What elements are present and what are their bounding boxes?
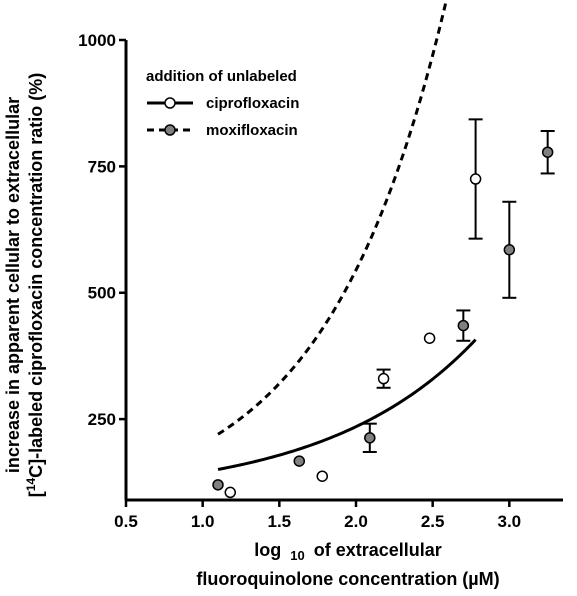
y-axis-title-line2: [14C]-labeled ciprofloxacin concentratio… <box>24 73 46 497</box>
point-ciprofloxacin <box>316 470 329 482</box>
x-axis-title-line2: fluoroquinolone concentration (µM) <box>196 569 499 589</box>
x-axis-title-line1: log 10 of extracellular <box>254 540 442 564</box>
y-tick-label: 1000 <box>78 31 116 50</box>
point-moxifloxacin <box>541 146 554 158</box>
x-tick-label: 2.0 <box>344 512 368 531</box>
legend-marker-moxifloxacin <box>164 124 176 136</box>
point-ciprofloxacin <box>377 372 390 385</box>
x-tick-label: 2.5 <box>421 512 445 531</box>
point-ciprofloxacin <box>469 173 482 185</box>
y-tick-label: 750 <box>88 157 116 176</box>
point-ciprofloxacin <box>224 486 237 499</box>
point-moxifloxacin <box>293 455 306 467</box>
y-axis-title-line1: increase in apparent cellular to extrace… <box>3 97 23 473</box>
legend-label-moxifloxacin: moxifloxacin <box>206 122 298 139</box>
point-moxifloxacin <box>457 319 470 332</box>
y-tick-label: 500 <box>88 284 116 303</box>
point-moxifloxacin <box>212 479 224 491</box>
axes: 250 500 750 1000 0.5 1.0 1.5 2.0 2.5 3.0 <box>78 31 563 531</box>
legend-label-ciprofloxacin: ciprofloxacin <box>206 95 299 112</box>
data-points <box>212 146 554 499</box>
point-ciprofloxacin <box>423 332 436 344</box>
x-tick-label: 0.5 <box>114 512 138 531</box>
legend-title: addition of unlabeled <box>146 68 297 85</box>
y-tick-label: 250 <box>88 410 116 429</box>
point-moxifloxacin <box>503 244 516 256</box>
fit-line-ciprofloxacin <box>217 338 477 471</box>
x-tick-label: 3.0 <box>498 512 522 531</box>
fit-curves <box>217 0 477 471</box>
point-moxifloxacin <box>364 432 376 444</box>
legend-marker-ciprofloxacin <box>164 97 176 109</box>
x-tick-label: 1.5 <box>268 512 292 531</box>
error-bars <box>362 118 555 453</box>
x-tick-label: 1.0 <box>191 512 215 531</box>
legend: addition of unlabeled ciprofloxacin moxif… <box>146 68 299 139</box>
